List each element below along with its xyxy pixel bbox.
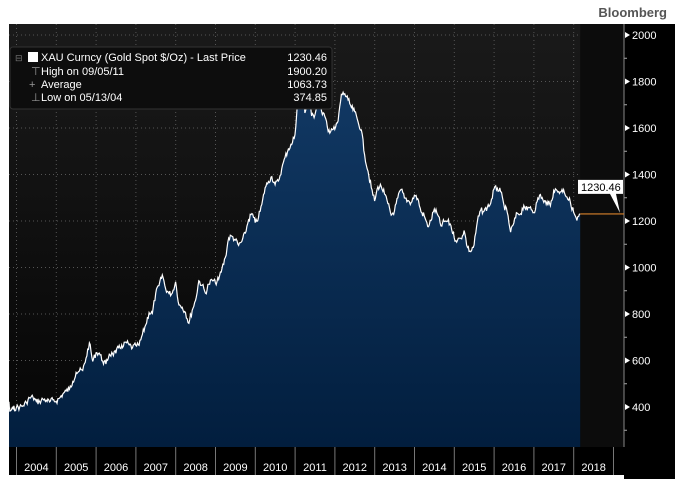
high-icon: ⊤ <box>31 66 41 78</box>
x-tick-label: 2005 <box>64 462 88 474</box>
bloomberg-logo: Bloomberg <box>598 5 667 20</box>
low-icon: ⊥ <box>31 92 41 104</box>
collapse-icon[interactable]: ⊟ <box>15 53 23 63</box>
legend-separator: - <box>190 52 194 64</box>
y-tick-mark <box>625 171 630 178</box>
right-axis-band <box>624 24 675 479</box>
x-tick-label: 2004 <box>24 462 48 474</box>
legend: ⊟ XAU Curncy (Gold Spot $/Oz) - Last Pri… <box>9 46 333 110</box>
last-price-label: 1230.46 <box>578 179 623 213</box>
x-tick-label: 2013 <box>382 462 406 474</box>
y-tick-mark <box>625 357 630 364</box>
x-tick-label: 2017 <box>542 462 566 474</box>
y-tick-label: 1600 <box>632 123 656 135</box>
legend-average-label: Average <box>41 79 82 91</box>
y-tick-mark <box>625 311 630 317</box>
legend-last-label: Last Price <box>197 52 246 64</box>
x-tick-label: 2014 <box>422 462 446 474</box>
bottom-axis-band <box>9 447 624 475</box>
y-tick-label: 600 <box>632 356 650 368</box>
y-tick-label: 800 <box>632 309 650 321</box>
x-tick-label: 2008 <box>183 462 207 474</box>
x-tick-label: 2006 <box>104 462 128 474</box>
x-tick-label: 2012 <box>343 462 367 474</box>
price-area <box>9 62 581 448</box>
legend-high-label: High on 09/05/11 <box>41 66 124 78</box>
y-tick-mark <box>625 218 630 224</box>
y-tick-label: 400 <box>632 402 650 414</box>
future-region <box>580 24 624 447</box>
x-tick-label: 2010 <box>263 462 287 474</box>
last-price-value: 1230.46 <box>581 182 621 194</box>
x-tick-label: 2009 <box>223 462 247 474</box>
average-icon: + <box>29 79 35 91</box>
y-tick-mark <box>625 125 630 131</box>
y-tick-label: 1000 <box>632 263 656 275</box>
y-tick-mark <box>625 32 630 38</box>
x-tick-label: 2011 <box>303 462 327 474</box>
y-tick-label: 2000 <box>632 30 656 42</box>
x-tick-label: 2018 <box>581 462 605 474</box>
legend-low-label: Low on 05/13/04 <box>41 92 122 104</box>
legend-high-value: 1900.20 <box>287 66 327 78</box>
y-tick-label: 1200 <box>632 216 656 228</box>
series-swatch <box>28 52 38 62</box>
x-tick-label: 2016 <box>502 462 526 474</box>
legend-last-value: 1230.46 <box>287 52 327 64</box>
price-line <box>8 62 581 413</box>
legend-low-value: 374.85 <box>293 92 327 104</box>
legend-title: XAU Curncy (Gold Spot $/Oz) <box>41 52 187 64</box>
legend-average-value: 1063.73 <box>287 79 327 91</box>
y-tick-mark <box>625 264 630 271</box>
x-tick-label: 2015 <box>462 462 486 474</box>
x-tick-label: 2007 <box>144 462 168 474</box>
y-tick-label: 1800 <box>632 77 656 89</box>
svg-text:XAU Curncy (Gold Spot $/Oz) -: XAU Curncy (Gold Spot $/Oz) - Last Price <box>41 52 246 64</box>
y-tick-label: 1400 <box>632 170 656 182</box>
y-tick-mark <box>625 78 630 85</box>
y-tick-mark <box>625 404 630 410</box>
